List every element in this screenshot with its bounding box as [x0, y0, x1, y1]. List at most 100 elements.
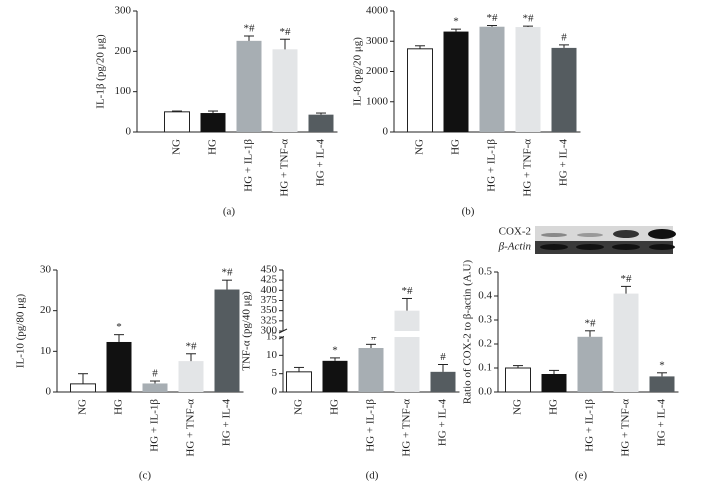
x-tick-label: HG — [207, 139, 219, 155]
bar — [515, 27, 541, 132]
bar — [70, 383, 96, 393]
blot-actin-row — [535, 241, 673, 254]
y-tick-label: 375 — [261, 294, 278, 306]
blot-band — [648, 229, 676, 239]
y-tick-label: 100 — [115, 85, 132, 97]
x-tick-label: HG + TNF-α — [185, 399, 197, 457]
y-tick-label: 400 — [261, 284, 278, 296]
blot-band — [577, 233, 603, 237]
y-tick-label: 10 — [40, 345, 52, 357]
x-tick-label: NG — [77, 399, 89, 415]
x-tick-label: HG — [450, 139, 462, 155]
y-tick-label: 0.4 — [478, 290, 492, 302]
bar — [505, 367, 531, 393]
x-tick-label: HG + IL-4 — [558, 139, 570, 187]
y-tick-label: 450 — [261, 264, 278, 276]
y-tick-label: 0 — [46, 386, 52, 398]
y-tick-label: 200 — [115, 45, 132, 57]
x-tick-label: HG + IL-1β — [365, 399, 377, 452]
x-tick-label: NG — [414, 139, 426, 155]
bar — [308, 114, 334, 132]
blot-band — [540, 244, 568, 250]
bar — [358, 348, 384, 392]
bar — [286, 371, 312, 393]
panel-label: (b) — [462, 206, 475, 218]
blot-band — [612, 244, 640, 250]
y-tick-label: 5 — [272, 367, 278, 379]
y-tick-label: 425 — [261, 274, 278, 286]
significance-label: *# — [244, 23, 256, 35]
y-tick-label: 0.2 — [478, 338, 492, 350]
y-tick-label: 10 — [266, 349, 278, 361]
x-tick-label: HG + IL-4 — [221, 399, 233, 447]
x-tick-label: HG + IL-4 — [656, 399, 668, 447]
blot-band — [541, 233, 567, 237]
y-tick-label: 0.0 — [478, 386, 492, 398]
y-tick-label: 350 — [261, 304, 278, 316]
significance-label: *# — [487, 12, 499, 24]
y-axis-title: Ratio of COX-2 to β-actin (A.U) — [462, 260, 474, 405]
x-tick-label: HG + IL-1β — [149, 399, 161, 452]
x-tick-label: HG + TNF-α — [401, 399, 413, 457]
significance-label: * — [659, 359, 665, 371]
bar — [236, 40, 262, 133]
blot-band — [576, 244, 604, 250]
blot-label: β-Actin — [498, 241, 532, 253]
axis-gap — [284, 331, 461, 337]
significance-label: *# — [186, 340, 198, 352]
y-axis-title: IL-10 (pg/80 μg) — [15, 294, 27, 369]
y-axis-title: IL-1β (pg/20 μg) — [95, 34, 107, 109]
panel-label: (a) — [223, 206, 236, 218]
blot-band — [649, 244, 675, 250]
significance-label: *# — [585, 317, 597, 329]
bar — [272, 49, 298, 132]
y-tick-label: 20 — [40, 304, 52, 316]
significance-label: # — [152, 368, 158, 380]
y-tick-label: 2000 — [366, 65, 389, 77]
bar — [479, 26, 505, 133]
significance-label: # — [440, 351, 446, 363]
x-tick-label: HG + IL-4 — [315, 139, 327, 187]
y-tick-label: 0.3 — [478, 314, 492, 326]
x-tick-label: NG — [293, 399, 305, 415]
bar — [178, 361, 204, 392]
x-tick-label: HG + IL-1β — [584, 399, 596, 452]
y-tick-label: 0 — [126, 126, 132, 138]
significance-label: * — [116, 321, 122, 333]
y-tick-label: 3000 — [366, 35, 389, 47]
y-tick-label: 325 — [261, 314, 278, 326]
x-tick-label: HG + TNF-α — [522, 139, 534, 197]
significance-label: # — [561, 31, 567, 43]
y-tick-label: 30 — [40, 264, 52, 276]
significance-label: *# — [280, 26, 292, 38]
panel-label: (e) — [575, 470, 588, 482]
bar — [649, 376, 675, 392]
bar — [106, 341, 132, 392]
y-tick-label: 15 — [266, 331, 278, 343]
x-tick-label: HG + IL-1β — [486, 139, 498, 192]
panel-label: (c) — [139, 470, 152, 482]
blot-label: COX-2 — [499, 226, 531, 238]
significance-label: *# — [222, 267, 234, 279]
x-tick-label: HG + TNF-α — [279, 139, 291, 197]
significance-label: *# — [621, 273, 633, 285]
x-tick-label: HG + IL-1β — [243, 139, 255, 192]
y-tick-label: 0 — [383, 126, 389, 138]
bar — [214, 289, 240, 392]
y-tick-label: 0.1 — [478, 362, 492, 374]
x-tick-label: HG — [548, 399, 560, 415]
y-tick-label: 0 — [272, 386, 278, 398]
bar — [443, 31, 469, 132]
significance-label: * — [453, 16, 459, 28]
significance-label: * — [332, 344, 338, 356]
bar — [551, 47, 577, 132]
y-tick-label: 300 — [115, 5, 132, 17]
x-tick-label: NG — [171, 139, 183, 155]
x-tick-label: HG + TNF-α — [620, 399, 632, 457]
x-tick-label: HG — [329, 399, 341, 415]
bar — [613, 293, 639, 392]
bar — [322, 360, 348, 392]
x-tick-label: HG + IL-4 — [437, 399, 449, 447]
x-tick-label: NG — [512, 399, 524, 415]
